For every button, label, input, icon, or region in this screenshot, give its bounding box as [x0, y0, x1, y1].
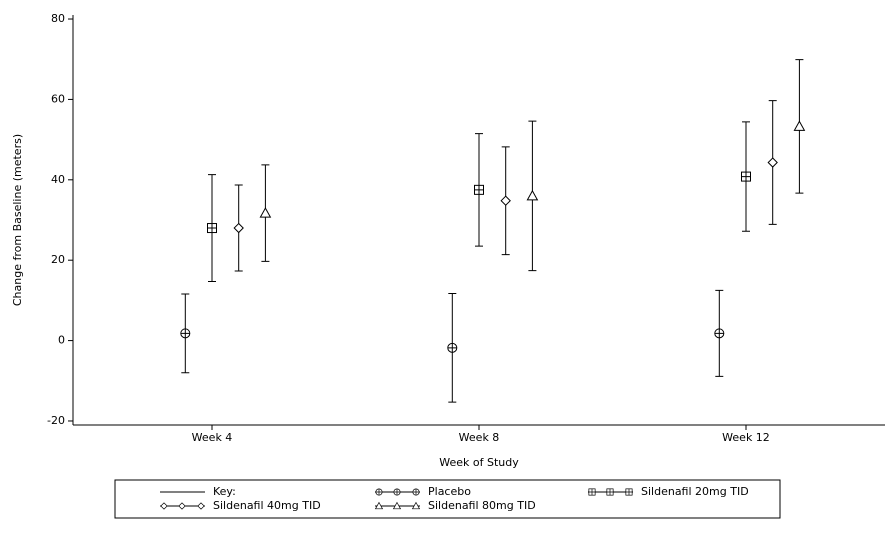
marker-plus	[474, 185, 484, 195]
marker	[767, 157, 778, 168]
marker	[207, 223, 217, 234]
legend-label: Sildenafil 20mg TID	[641, 485, 749, 498]
marker-shape	[500, 195, 511, 206]
marker-shape	[374, 501, 384, 510]
marker	[160, 502, 168, 510]
marker-plus	[393, 488, 401, 496]
marker	[606, 488, 614, 496]
x-tick-label: Week 8	[459, 431, 500, 444]
y-tick-label: 40	[51, 173, 65, 186]
marker	[197, 502, 205, 510]
marker	[793, 120, 806, 131]
marker	[233, 222, 244, 234]
marker-plus	[412, 488, 420, 496]
marker	[393, 488, 401, 496]
marker	[526, 189, 539, 201]
x-tick-label: Week 12	[722, 431, 770, 444]
marker-shape	[197, 502, 205, 510]
y-axis-label: Change from Baseline (meters)	[11, 134, 24, 306]
legend-label: Sildenafil 40mg TID	[213, 499, 321, 512]
marker	[588, 488, 596, 496]
y-tick-label: 0	[58, 334, 65, 347]
marker-plus	[375, 488, 383, 496]
marker-shape	[233, 222, 244, 234]
legend-label: Placebo	[428, 485, 471, 498]
legend-label: Sildenafil 80mg TID	[428, 499, 536, 512]
marker-shape	[178, 502, 186, 510]
y-tick-label: 20	[51, 253, 65, 266]
marker-plus	[180, 328, 190, 338]
x-axis-label: Week of Study	[439, 456, 519, 469]
marker	[412, 488, 420, 496]
marker	[411, 501, 421, 510]
marker	[741, 171, 751, 182]
marker-plus	[447, 343, 457, 353]
marker	[474, 184, 484, 195]
marker	[375, 488, 383, 496]
y-tick-label: 80	[51, 12, 65, 25]
marker	[374, 501, 384, 510]
legend-title: Key:	[213, 485, 236, 498]
marker-plus	[625, 488, 633, 496]
marker-shape	[767, 157, 778, 168]
marker-shape	[160, 502, 168, 510]
marker	[447, 342, 458, 353]
marker	[625, 488, 633, 496]
marker	[500, 195, 511, 206]
marker	[714, 328, 725, 339]
marker-plus	[606, 488, 614, 496]
y-tick-label: 60	[51, 92, 65, 105]
y-tick-label: -20	[47, 414, 65, 427]
marker	[392, 501, 402, 510]
marker-plus	[741, 172, 751, 182]
marker-plus	[207, 223, 217, 233]
legend-box	[114, 479, 781, 519]
marker	[178, 502, 186, 510]
marker-shape	[411, 501, 421, 510]
marker-shape	[526, 189, 539, 201]
marker	[259, 207, 272, 218]
marker-shape	[793, 120, 806, 131]
x-tick-label: Week 4	[192, 431, 233, 444]
marker-shape	[259, 207, 272, 218]
marker-shape	[392, 501, 402, 510]
marker	[180, 328, 191, 339]
marker-plus	[588, 488, 596, 496]
marker-plus	[714, 328, 724, 338]
